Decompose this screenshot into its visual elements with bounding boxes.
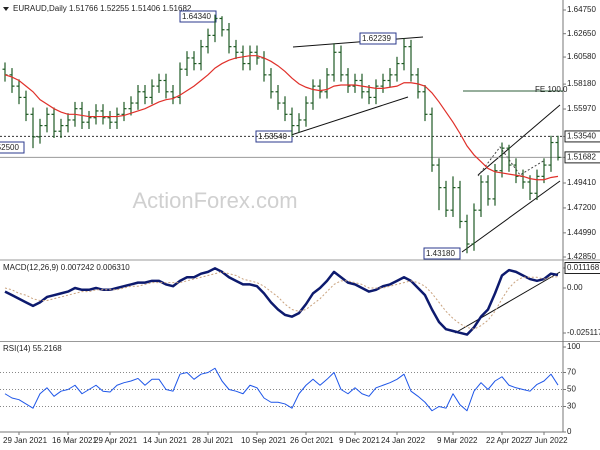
annotation: 1.43180 xyxy=(426,249,455,258)
y-tick-label: 1.64750 xyxy=(567,5,596,14)
trendline xyxy=(292,36,424,48)
annotation-box xyxy=(423,247,461,260)
layout xyxy=(0,0,600,433)
y-tick-label: 1.58180 xyxy=(567,79,596,88)
title-arrow xyxy=(3,7,9,11)
annotation-box xyxy=(0,141,25,154)
indicator-line xyxy=(4,267,559,336)
annotation: FE 100.0 xyxy=(535,85,568,94)
x-tick-label: 14 Jun 2021 xyxy=(143,436,188,445)
y-tick-label: -0.025117 xyxy=(567,328,600,337)
y-tick-label: 1.47200 xyxy=(567,203,596,212)
x-tick-label: 29 Jan 2021 xyxy=(3,436,48,445)
chart-title: EURAUD,Daily 1.51766 1.52255 1.51406 1.5… xyxy=(13,4,192,13)
annotation-box xyxy=(359,32,397,45)
panel-title: MACD(12,26,9) 0.007242 0.006310 xyxy=(3,263,130,272)
tick-box xyxy=(564,262,600,275)
x-tick-label: 26 Oct 2021 xyxy=(290,436,334,445)
tick-box xyxy=(564,151,600,164)
x-tick-label: 9 Dec 2021 xyxy=(339,436,380,445)
y-tick-label: 30 xyxy=(567,402,576,411)
y-tick-label: 100 xyxy=(567,342,581,351)
annotation: 1.62239 xyxy=(362,34,391,43)
indicator-line xyxy=(4,271,559,330)
y-tick-label: 70 xyxy=(567,368,576,377)
watermark: ActionForex.com xyxy=(132,188,297,213)
y-tick-label: 1.53540 xyxy=(567,132,596,141)
y-tick-label: 1.42850 xyxy=(567,252,596,261)
channel-line xyxy=(461,180,561,253)
y-tick-label: 1.49410 xyxy=(567,178,596,187)
y-tick-label: 1.62650 xyxy=(567,29,596,38)
x-tick-label: 28 Jul 2021 xyxy=(192,436,234,445)
y-tick-label: 50 xyxy=(567,385,576,394)
x-tick-label: 16 Mar 2021 xyxy=(52,436,97,445)
x-tick-label: 24 Jan 2022 xyxy=(381,436,426,445)
x-tick-label: 22 Apr 2022 xyxy=(486,436,530,445)
indicator-line xyxy=(4,367,559,412)
y-tick-label: 1.44990 xyxy=(567,228,596,237)
y-tick-label: 0 xyxy=(567,427,572,436)
y-tick-label: 1.60580 xyxy=(567,52,596,61)
macd-trendline xyxy=(454,271,561,334)
channel-line xyxy=(477,104,561,176)
x-tick-label: 9 Mar 2022 xyxy=(437,436,478,445)
panel-title: RSI(14) 55.2168 xyxy=(3,344,62,353)
moving-average xyxy=(4,55,559,181)
x-tick-label: 10 Sep 2021 xyxy=(241,436,287,445)
y-tick-label: 0.011168 xyxy=(567,263,600,272)
x-tick-label: 29 Apr 2021 xyxy=(94,436,138,445)
x-tick-label: 7 Jun 2022 xyxy=(528,436,568,445)
annotation: 1.64340 xyxy=(182,12,211,21)
projection-line xyxy=(477,146,546,177)
trendline xyxy=(284,96,409,138)
y-tick-label: 1.55970 xyxy=(567,104,596,113)
annotation-box xyxy=(179,10,217,23)
annotation: 1.52500 xyxy=(0,143,19,152)
y-tick-label: 0.00 xyxy=(567,283,583,292)
tick-box xyxy=(564,130,600,143)
y-tick-label: 1.51682 xyxy=(567,152,596,161)
